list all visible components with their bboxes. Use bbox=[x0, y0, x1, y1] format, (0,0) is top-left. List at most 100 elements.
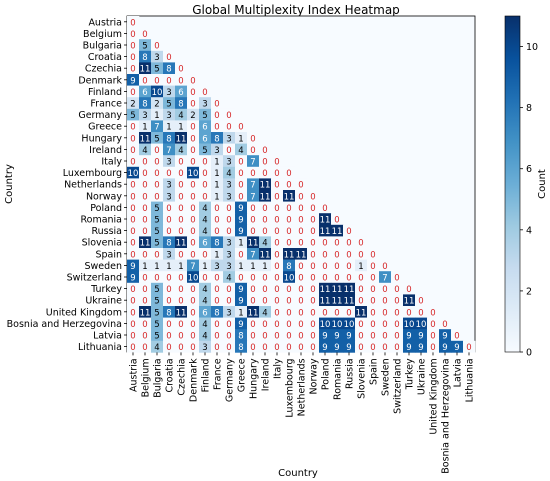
heatmap-cell bbox=[175, 132, 188, 144]
heatmap-cell bbox=[211, 340, 224, 353]
heatmap-cell bbox=[331, 224, 344, 237]
heatmap-cell bbox=[271, 271, 284, 284]
cell-value-label: 0 bbox=[190, 285, 195, 295]
cell-value-label: 8 bbox=[142, 100, 147, 110]
heatmap-cell bbox=[271, 329, 284, 342]
heatmap-cell bbox=[163, 294, 176, 307]
heatmap-cell bbox=[223, 294, 236, 307]
heatmap-cell bbox=[139, 259, 152, 272]
cell-value-label: 0 bbox=[334, 262, 339, 272]
cell-value-label: 0 bbox=[202, 158, 207, 168]
heatmap-cell bbox=[127, 108, 140, 121]
heatmap-cell bbox=[199, 143, 212, 156]
heatmap-cell bbox=[295, 201, 308, 214]
heatmap-cell bbox=[187, 178, 200, 191]
cell-value-label: 0 bbox=[394, 285, 399, 295]
heatmap-cell bbox=[367, 282, 380, 295]
cell-value-label: 0 bbox=[190, 332, 195, 342]
heatmap-cell bbox=[427, 306, 440, 318]
heatmap-cell bbox=[223, 201, 236, 214]
heatmap-cell bbox=[139, 108, 152, 121]
y-tick-label: France bbox=[90, 99, 122, 110]
heatmap-cell bbox=[307, 329, 320, 342]
x-tick-label: Belgium bbox=[141, 358, 152, 397]
cell-value-label: 0 bbox=[142, 204, 147, 214]
heatmap-cell bbox=[283, 306, 296, 318]
cell-value-label: 0 bbox=[274, 181, 279, 191]
y-tick-label: Belgium bbox=[83, 29, 122, 40]
cell-value-label: 0 bbox=[214, 274, 219, 284]
cell-value-label: 0 bbox=[142, 285, 147, 295]
heatmap-cell bbox=[187, 190, 200, 202]
cell-value-label: 0 bbox=[202, 169, 207, 179]
heatmap-cell bbox=[139, 224, 152, 237]
cell-value-label: 0 bbox=[286, 308, 291, 318]
cell-value-label: 0 bbox=[142, 216, 147, 226]
cell-value-label: 3 bbox=[226, 262, 231, 272]
heatmap-cell bbox=[355, 306, 368, 318]
heatmap-cell bbox=[355, 271, 368, 284]
heatmap-cell bbox=[187, 97, 200, 110]
cell-value-label: 3 bbox=[166, 158, 171, 168]
colorbar-label: Count bbox=[537, 169, 548, 199]
cell-value-label: 7 bbox=[250, 250, 255, 260]
cell-value-label: 0 bbox=[166, 343, 171, 353]
cell-value-label: 0 bbox=[142, 158, 147, 168]
y-tick-label: Russia bbox=[91, 226, 122, 237]
cell-value-label: 0 bbox=[286, 239, 291, 249]
heatmap-cell bbox=[271, 224, 284, 237]
heatmap-cell bbox=[343, 248, 356, 260]
heatmap-cell bbox=[151, 306, 164, 318]
cell-value-label: 0 bbox=[250, 146, 255, 156]
heatmap-cell bbox=[259, 178, 272, 191]
heatmap-cell bbox=[151, 282, 164, 295]
heatmap-cell bbox=[187, 236, 200, 249]
heatmap-cell bbox=[175, 329, 188, 342]
cell-value-label: 0 bbox=[214, 320, 219, 330]
heatmap-cell bbox=[127, 50, 140, 63]
heatmap-cell bbox=[151, 120, 164, 133]
cell-value-label: 0 bbox=[214, 204, 219, 214]
heatmap-cell bbox=[163, 108, 176, 121]
heatmap-cell bbox=[319, 224, 332, 237]
heatmap-cell bbox=[367, 317, 380, 330]
heatmap-cell bbox=[175, 201, 188, 214]
cell-value-label: 8 bbox=[286, 262, 291, 272]
cell-value-label: 0 bbox=[310, 227, 315, 237]
heatmap-cell bbox=[295, 340, 308, 353]
heatmap-cell bbox=[259, 306, 272, 318]
heatmap-cell bbox=[223, 190, 236, 202]
cell-value-label: 0 bbox=[226, 146, 231, 156]
heatmap-cell bbox=[355, 317, 368, 330]
heatmap-cell bbox=[319, 271, 332, 284]
heatmap-cell bbox=[343, 259, 356, 272]
cell-value-label: 0 bbox=[190, 216, 195, 226]
heatmap-cell bbox=[199, 282, 212, 295]
cell-value-label: 0 bbox=[178, 204, 183, 214]
heatmap-cell bbox=[175, 340, 188, 353]
cell-value-label: 0 bbox=[394, 332, 399, 342]
cell-value-label: 0 bbox=[310, 204, 315, 214]
heatmap-cell bbox=[271, 213, 284, 226]
cell-value-label: 0 bbox=[382, 262, 387, 272]
heatmap-cell bbox=[187, 120, 200, 133]
cell-value-label: 6 bbox=[202, 134, 207, 144]
cell-value-label: 0 bbox=[142, 297, 147, 307]
y-tick-label: Latvia bbox=[93, 331, 122, 342]
heatmap-cell bbox=[415, 317, 428, 330]
cell-value-label: 0 bbox=[214, 216, 219, 226]
cell-value-label: 11 bbox=[140, 65, 151, 75]
cell-value-label: 0 bbox=[226, 343, 231, 353]
cell-value-label: 0 bbox=[286, 343, 291, 353]
cell-value-label: 0 bbox=[298, 262, 303, 272]
heatmap-cell bbox=[163, 155, 176, 168]
x-tick-label: Croatia bbox=[165, 358, 176, 392]
cell-value-label: 4 bbox=[142, 146, 147, 156]
cell-value-label: 5 bbox=[154, 204, 159, 214]
heatmap-cell bbox=[259, 224, 272, 237]
cell-value-label: 0 bbox=[274, 250, 279, 260]
cell-value-label: 0 bbox=[286, 297, 291, 307]
heatmap-cell bbox=[235, 132, 248, 144]
cell-value-label: 0 bbox=[214, 332, 219, 342]
